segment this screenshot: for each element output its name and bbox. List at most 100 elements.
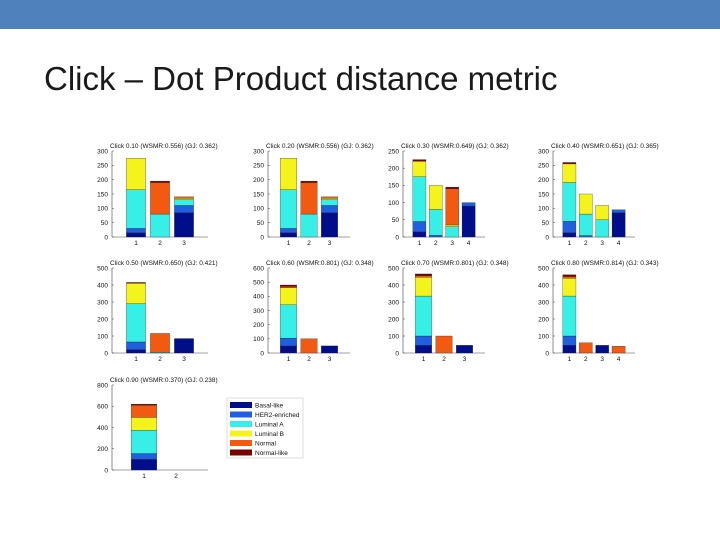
bar-segment xyxy=(456,345,473,354)
y-tick-label: 0 xyxy=(395,234,399,241)
y-tick-label: 50 xyxy=(542,220,550,227)
bar-segment xyxy=(131,417,157,431)
x-tick-label: 4 xyxy=(617,356,621,363)
y-tick-label: 400 xyxy=(388,282,399,289)
y-tick-label: 0 xyxy=(104,350,108,357)
bar-segment xyxy=(562,274,577,277)
chart-panel-4: Click 0.40 (WSMR:0.651) (GJ: 0.365) 0 50 10… xyxy=(538,143,659,247)
x-tick-label: 1 xyxy=(418,240,422,247)
chart-title: Click 0.80 (WSMR:0.814) (GJ: 0.343) xyxy=(551,260,659,267)
y-tick-label: 500 xyxy=(253,279,264,286)
x-tick-label: 2 xyxy=(174,473,178,480)
bar-segment xyxy=(174,205,194,213)
legend-swatch xyxy=(230,430,252,437)
bar-segment xyxy=(595,219,609,238)
y-tick-label: 150 xyxy=(97,191,108,198)
bar-segment xyxy=(126,228,146,233)
chart-title: Click 0.10 (WSMR:0.556) (GJ: 0.362) xyxy=(110,143,218,150)
y-tick-label: 100 xyxy=(97,333,108,340)
y-tick-label: 300 xyxy=(388,299,399,306)
x-tick-label: 1 xyxy=(287,356,291,363)
chart-panel-6: Click 0.60 (WSMR:0.801) (GJ: 0.348) 0 100 2… xyxy=(253,260,374,363)
bar-segment xyxy=(415,277,432,297)
x-tick-label: 3 xyxy=(182,356,186,363)
chart-title: Click 0.20 (WSMR:0.556) (GJ: 0.362) xyxy=(266,143,374,150)
y-tick-label: 600 xyxy=(253,265,264,272)
bar-segment xyxy=(131,459,157,471)
bar-segment xyxy=(321,198,338,200)
y-tick-label: 300 xyxy=(97,148,108,155)
bar-segment xyxy=(174,199,194,206)
y-tick-label: 250 xyxy=(97,163,108,170)
chart-title: Click 0.70 (WSMR:0.801) (GJ: 0.348) xyxy=(401,260,509,267)
bar-segment xyxy=(412,161,427,177)
y-tick-label: 50 xyxy=(257,220,265,227)
x-tick-label: 2 xyxy=(307,356,311,363)
y-tick-label: 0 xyxy=(260,234,264,241)
bar-segment xyxy=(321,199,338,206)
bar-segment xyxy=(445,226,459,238)
x-tick-label: 3 xyxy=(463,356,467,363)
y-tick-label: 0 xyxy=(104,467,108,474)
chart-panel-1: Click 0.10 (WSMR:0.556) (GJ: 0.362) 0 50 10… xyxy=(97,143,218,247)
bar-segment xyxy=(579,213,593,236)
y-tick-label: 100 xyxy=(253,206,264,213)
bar-segment xyxy=(126,232,146,238)
y-tick-label: 100 xyxy=(538,333,549,340)
y-tick-label: 100 xyxy=(538,206,549,213)
bar-segment xyxy=(461,205,476,238)
y-tick-label: 200 xyxy=(97,446,108,453)
y-tick-label: 150 xyxy=(253,191,264,198)
bar-segment xyxy=(174,338,194,354)
bar-segment xyxy=(126,303,146,343)
chart-title: Click 0.40 (WSMR:0.651) (GJ: 0.365) xyxy=(551,143,659,150)
legend-label: Luminal B xyxy=(255,431,284,438)
x-tick-label: 2 xyxy=(584,356,588,363)
bar-segment xyxy=(412,231,427,238)
bar-segment xyxy=(562,162,577,165)
y-tick-label: 200 xyxy=(97,177,108,184)
x-tick-label: 3 xyxy=(328,356,332,363)
bar-segment xyxy=(562,163,577,183)
bar-segment xyxy=(562,182,577,222)
chart-title: Click 0.30 (WSMR:0.649) (GJ: 0.362) xyxy=(401,143,509,150)
bar-segment xyxy=(126,158,146,190)
chart-title: Click 0.90 (WSMR:0.370) (GJ: 0.238) xyxy=(110,377,218,384)
y-tick-label: 300 xyxy=(253,308,264,315)
bar-segment xyxy=(126,189,146,229)
bar-segment xyxy=(562,345,577,354)
chart-title: Click 0.50 (WSMR:0.650) (GJ: 0.421) xyxy=(110,260,218,267)
x-tick-label: 1 xyxy=(287,240,291,247)
bar-segment xyxy=(415,275,432,278)
y-tick-label: 0 xyxy=(260,350,264,357)
bar-segment xyxy=(415,273,432,276)
bar-segment xyxy=(131,403,157,406)
chart-panel-3: Click 0.30 (WSMR:0.649) (GJ: 0.362) 0 50 10… xyxy=(388,143,509,247)
bar-segment xyxy=(131,405,157,418)
y-tick-label: 0 xyxy=(104,234,108,241)
bar-segment xyxy=(562,276,577,279)
legend-swatch xyxy=(230,402,252,408)
x-tick-label: 1 xyxy=(568,356,572,363)
chart-legend: Basal-like HER2-enriched Luminal A Luminal … xyxy=(226,397,304,459)
chart-panel-9: Click 0.90 (WSMR:0.370) (GJ: 0.238) 0 200 4… xyxy=(97,377,218,480)
y-tick-label: 100 xyxy=(97,206,108,213)
x-tick-label: 2 xyxy=(158,240,162,247)
x-tick-label: 1 xyxy=(134,356,138,363)
bar-segment xyxy=(579,193,593,215)
y-tick-label: 400 xyxy=(538,282,549,289)
bar-segment xyxy=(429,209,443,236)
bar-segment xyxy=(429,185,443,210)
y-tick-label: 200 xyxy=(538,177,549,184)
bar-segment xyxy=(150,180,170,183)
x-tick-label: 3 xyxy=(600,356,604,363)
y-tick-label: 250 xyxy=(388,148,399,155)
bar-segment xyxy=(562,278,577,297)
bar-segment xyxy=(562,335,577,346)
x-tick-label: 3 xyxy=(450,240,454,247)
bar-segment xyxy=(126,283,146,304)
x-tick-label: 1 xyxy=(134,240,138,247)
bar-segment xyxy=(280,232,297,238)
bar-segment xyxy=(300,180,318,183)
bar-segment xyxy=(131,453,157,460)
